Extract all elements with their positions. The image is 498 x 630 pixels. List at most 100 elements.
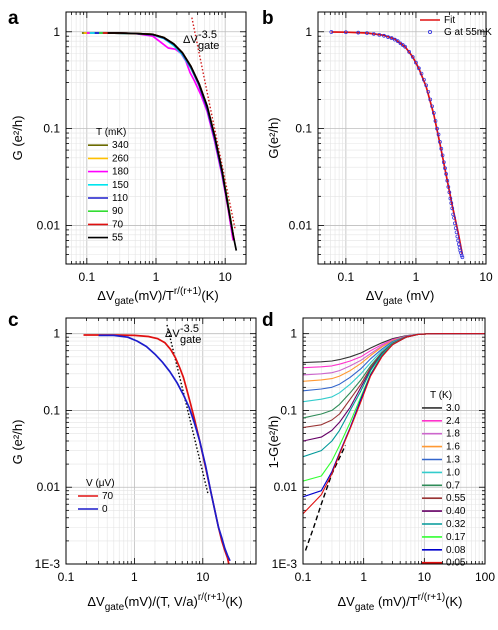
annotation-sub: gate bbox=[180, 334, 201, 346]
series-line-55 bbox=[107, 32, 238, 251]
legend-label: 0.08 bbox=[446, 545, 466, 556]
guide-line bbox=[191, 17, 236, 231]
y-tick-label: 1 bbox=[305, 25, 312, 39]
y-axis-title: 1-G(e²/h) bbox=[266, 416, 281, 469]
y-tick-label: 0.01 bbox=[37, 218, 61, 232]
series-line-70 bbox=[83, 334, 230, 564]
y-tick-label: 1E-3 bbox=[35, 557, 61, 571]
x-tick-label: 0.1 bbox=[295, 570, 312, 584]
data-point bbox=[407, 50, 412, 54]
legend-label: 1.6 bbox=[446, 442, 460, 453]
data-point bbox=[428, 97, 433, 102]
data-point bbox=[436, 132, 441, 137]
x-axis-title: ΔVgate(mV)/(T, V/a)r/(r+1)(K) bbox=[87, 592, 242, 613]
y-tick-label: 1E-3 bbox=[272, 557, 298, 571]
annotation-main: ΔV bbox=[183, 34, 198, 46]
y-tick-label: 1 bbox=[290, 327, 297, 341]
data-point bbox=[395, 39, 400, 44]
legend-label: 0.55 bbox=[446, 493, 466, 504]
series-group bbox=[329, 30, 465, 260]
data-point bbox=[426, 89, 431, 94]
data-point bbox=[457, 242, 461, 247]
data-point bbox=[398, 41, 403, 46]
legend-label: 0.7 bbox=[446, 480, 460, 491]
plot-frame bbox=[65, 317, 257, 565]
panel-letter: b bbox=[262, 8, 274, 29]
x-tick-label: 100 bbox=[475, 570, 495, 584]
y-tick-label: 1 bbox=[53, 25, 60, 39]
data-point bbox=[419, 71, 424, 76]
x-tick-label: 1 bbox=[153, 270, 160, 284]
x-title-end: (K) bbox=[201, 288, 218, 303]
data-point bbox=[410, 55, 415, 59]
data-point bbox=[452, 215, 456, 220]
data-point bbox=[449, 201, 454, 205]
legend-label: 0.40 bbox=[446, 506, 466, 517]
y-tick-label: 0.1 bbox=[43, 122, 60, 136]
grid bbox=[317, 12, 486, 265]
legend-label: 0.17 bbox=[446, 532, 466, 543]
series-line-3.0 bbox=[303, 333, 485, 364]
x-title-sub: gate bbox=[115, 296, 135, 307]
series-line-0 bbox=[98, 334, 231, 562]
legend-swatch bbox=[427, 29, 432, 34]
series-line-Fit bbox=[331, 31, 464, 255]
data-point bbox=[431, 111, 436, 115]
y-tick-label: 0.1 bbox=[295, 122, 312, 136]
data-point bbox=[459, 253, 464, 258]
y-axis-title: G (e²/h) bbox=[10, 420, 25, 465]
x-title-main: ΔV bbox=[87, 594, 105, 609]
x-tick-label: 1 bbox=[413, 270, 420, 284]
plot-frame bbox=[317, 11, 487, 265]
x-title-sub: gate bbox=[383, 296, 403, 307]
data-point bbox=[433, 119, 438, 123]
legend: T (K) 3.0 2.4 1.8 1.6 1.31.0 0.7 0.55 0.40 0.32 0.… bbox=[422, 390, 466, 569]
data-point bbox=[382, 33, 386, 38]
data-point bbox=[430, 104, 434, 109]
legend-label: 110 bbox=[112, 193, 128, 204]
legend-label: 180 bbox=[112, 167, 129, 178]
legend-label: 2.4 bbox=[446, 416, 460, 427]
x-title-sup: r/(r+1) bbox=[418, 592, 446, 603]
series-group bbox=[81, 32, 238, 251]
x-title-end: (K) bbox=[225, 594, 242, 609]
grid bbox=[302, 318, 485, 565]
series-line-0.05 bbox=[303, 333, 485, 515]
series-group bbox=[83, 334, 231, 564]
panel-letter: d bbox=[262, 310, 274, 331]
x-title-sup: r/(r+1) bbox=[198, 592, 226, 603]
x-tick-label: 0.1 bbox=[58, 570, 75, 584]
data-point bbox=[448, 196, 453, 201]
y-axis-title: G (e²/h) bbox=[10, 116, 25, 161]
x-title-main: ΔV bbox=[366, 288, 384, 303]
data-point bbox=[389, 36, 394, 40]
data-point bbox=[451, 212, 456, 217]
x-tick-label: 0.1 bbox=[78, 270, 95, 284]
data-point bbox=[392, 37, 397, 42]
x-title-main: ΔV bbox=[97, 288, 115, 303]
x-title-main: ΔV bbox=[338, 594, 356, 609]
data-point bbox=[435, 126, 439, 131]
legend-label: 55 bbox=[112, 233, 124, 244]
data-point bbox=[400, 43, 405, 47]
x-title-sub: gate bbox=[105, 602, 125, 613]
data-point bbox=[356, 30, 361, 35]
grid bbox=[65, 318, 257, 565]
data-point bbox=[329, 30, 334, 34]
legend-label: 1.3 bbox=[446, 455, 460, 466]
x-tick-label: 1 bbox=[360, 570, 367, 584]
data-point bbox=[414, 60, 418, 65]
y-tick-label: 0.1 bbox=[43, 403, 60, 417]
legend-label: 0.05 bbox=[446, 558, 466, 569]
data-point bbox=[460, 255, 465, 260]
y-tick-label: 0.01 bbox=[289, 218, 313, 232]
data-point bbox=[403, 44, 407, 49]
annotation-sup: -3.5 bbox=[198, 29, 217, 41]
x-axis-title: ΔVgate(mV)/Tr/(r+1)(K) bbox=[97, 286, 218, 307]
x-title-end: (K) bbox=[445, 594, 462, 609]
y-tick-label: 1 bbox=[53, 327, 60, 341]
